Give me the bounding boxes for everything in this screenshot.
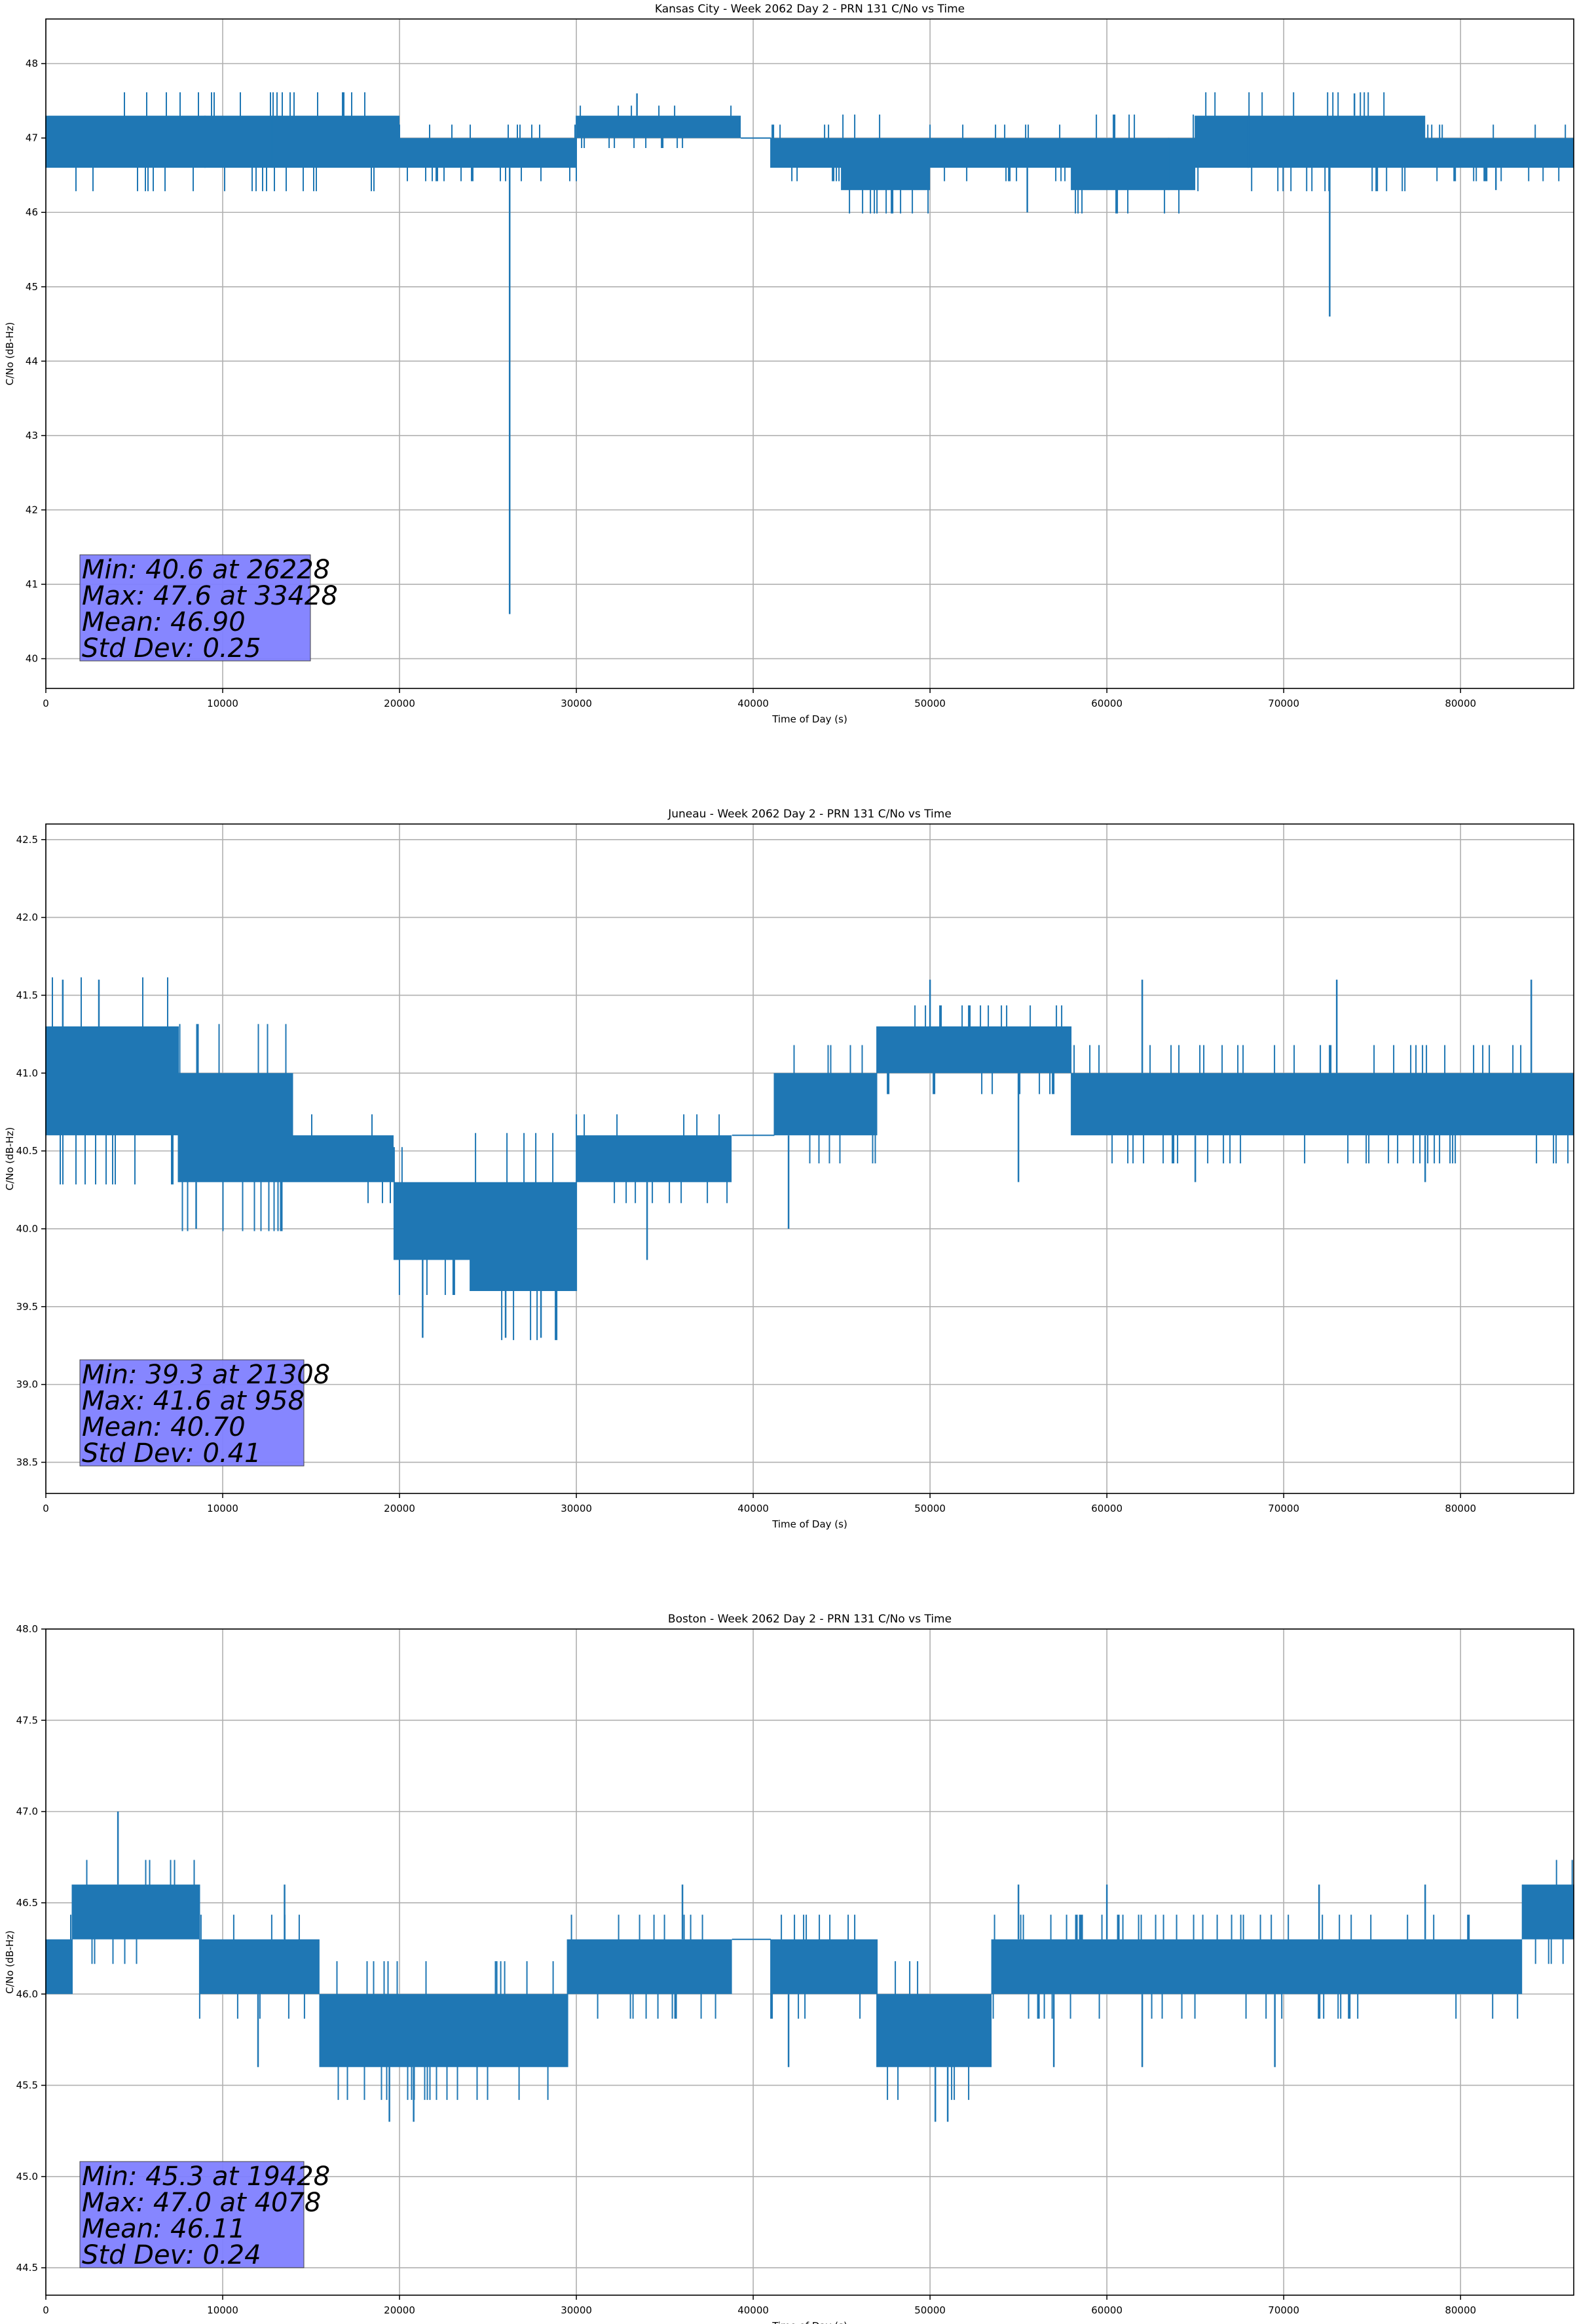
stats-line: Min: 40.6 at 26228 bbox=[82, 555, 330, 585]
y-axis-label: C/No (dB-Hz) bbox=[4, 1930, 16, 1994]
x-tick-label: 10000 bbox=[207, 698, 238, 709]
x-tick-label: 40000 bbox=[737, 1503, 769, 1514]
y-tick-label: 45 bbox=[26, 281, 38, 293]
x-tick-label: 0 bbox=[43, 698, 49, 709]
x-tick-label: 70000 bbox=[1268, 1503, 1299, 1514]
stats-box bbox=[79, 554, 311, 662]
chart-title: Juneau - Week 2062 Day 2 - PRN 131 C/No … bbox=[667, 808, 952, 821]
x-tick-label: 40000 bbox=[737, 698, 769, 709]
plot-frame bbox=[45, 1628, 1574, 2296]
stats-line: Min: 45.3 at 19428 bbox=[82, 2162, 330, 2192]
stats-box bbox=[79, 2161, 305, 2268]
y-tick-label: 43 bbox=[26, 430, 38, 441]
stats-line: Std Dev: 0.24 bbox=[82, 2240, 261, 2270]
y-tick-label: 46 bbox=[26, 206, 38, 218]
x-tick-label: 0 bbox=[43, 2304, 49, 2316]
x-tick-label: 20000 bbox=[384, 2304, 415, 2316]
stats-line: Std Dev: 0.25 bbox=[82, 633, 261, 664]
y-axis-label: C/No (dB-Hz) bbox=[4, 322, 16, 386]
y-tick-label: 47 bbox=[26, 132, 38, 144]
chart-panel-1: 0 10000 20000 30000 40000 50000 60000 70000 8000… bbox=[4, 3, 1574, 725]
x-tick-label: 50000 bbox=[914, 698, 946, 709]
y-tick-label: 41.5 bbox=[16, 989, 38, 1001]
x-axis-label: Time of Day (s) bbox=[771, 1518, 847, 1530]
x-tick-label: 30000 bbox=[561, 1503, 592, 1514]
x-axis-label: Time of Day (s) bbox=[771, 713, 847, 725]
x-tick-label: 30000 bbox=[561, 2304, 592, 2316]
y-tick-label: 47.5 bbox=[16, 1714, 38, 1726]
x-tick-label: 60000 bbox=[1091, 1503, 1122, 1514]
y-tick-label: 46.0 bbox=[16, 1988, 38, 2000]
x-tick-label: 80000 bbox=[1445, 698, 1476, 709]
y-tick-label: 38.5 bbox=[16, 1456, 38, 1468]
x-tick-label: 0 bbox=[43, 1503, 49, 1514]
stats-line: Mean: 46.90 bbox=[82, 607, 246, 637]
plot-frame bbox=[45, 823, 1574, 1494]
stats-line: Max: 47.6 at 33428 bbox=[82, 581, 338, 611]
y-tick-label: 45.0 bbox=[16, 2171, 38, 2183]
x-tick-label: 60000 bbox=[1091, 698, 1122, 709]
chart-title: Boston - Week 2062 Day 2 - PRN 131 C/No … bbox=[668, 1613, 952, 1626]
plot-frame bbox=[45, 18, 1574, 689]
x-tick-label: 20000 bbox=[384, 1503, 415, 1514]
y-axis-label: C/No (dB-Hz) bbox=[4, 1127, 16, 1191]
chart-panel-2: 0 10000 20000 30000 40000 50000 60000 70000 8000… bbox=[4, 808, 1574, 1530]
y-tick-label: 45.5 bbox=[16, 2080, 38, 2091]
y-tick-label: 42.0 bbox=[16, 912, 38, 924]
x-tick-label: 40000 bbox=[737, 2304, 769, 2316]
x-tick-label: 50000 bbox=[914, 1503, 946, 1514]
y-tick-label: 40.5 bbox=[16, 1145, 38, 1157]
x-tick-label: 80000 bbox=[1445, 1503, 1476, 1514]
stats-line: Std Dev: 0.41 bbox=[82, 1438, 261, 1469]
x-tick-label: 10000 bbox=[207, 1503, 238, 1514]
x-tick-label: 70000 bbox=[1268, 698, 1299, 709]
stats-line: Max: 47.0 at 4078 bbox=[82, 2188, 321, 2218]
stats-box bbox=[79, 1359, 305, 1467]
x-tick-label: 10000 bbox=[207, 2304, 238, 2316]
y-tick-label: 48 bbox=[26, 58, 38, 69]
y-tick-label: 48.0 bbox=[16, 1623, 38, 1635]
y-tick-label: 44.5 bbox=[16, 2262, 38, 2274]
y-tick-label: 41 bbox=[26, 578, 38, 590]
y-tick-label: 40.0 bbox=[16, 1223, 38, 1235]
stats-line: Max: 41.6 at 958 bbox=[82, 1386, 305, 1416]
y-tick-label: 42 bbox=[26, 504, 38, 515]
x-tick-label: 50000 bbox=[914, 2304, 946, 2316]
y-tick-label: 40 bbox=[26, 653, 38, 665]
y-tick-label: 47.0 bbox=[16, 1806, 38, 1818]
chart-title: Kansas City - Week 2062 Day 2 - PRN 131 … bbox=[655, 3, 965, 16]
x-tick-label: 20000 bbox=[384, 698, 415, 709]
x-tick-label: 70000 bbox=[1268, 2304, 1299, 2316]
y-tick-label: 46.5 bbox=[16, 1897, 38, 1909]
x-tick-label: 80000 bbox=[1445, 2304, 1476, 2316]
y-tick-label: 41.0 bbox=[16, 1067, 38, 1079]
x-tick-label: 30000 bbox=[561, 698, 592, 709]
y-tick-label: 39.5 bbox=[16, 1301, 38, 1313]
y-tick-label: 44 bbox=[26, 355, 38, 367]
stats-line: Min: 39.3 at 21308 bbox=[82, 1360, 330, 1390]
stats-line: Mean: 46.11 bbox=[82, 2214, 246, 2244]
y-tick-label: 39.0 bbox=[16, 1379, 38, 1391]
y-tick-label: 42.5 bbox=[16, 834, 38, 846]
stats-line: Mean: 40.70 bbox=[82, 1412, 246, 1442]
chart-panel-3: 0 10000 20000 30000 40000 50000 60000 70000 8000… bbox=[4, 1613, 1574, 2324]
x-tick-label: 60000 bbox=[1091, 2304, 1122, 2316]
x-axis-label: Time of Day (s) bbox=[771, 2320, 847, 2324]
